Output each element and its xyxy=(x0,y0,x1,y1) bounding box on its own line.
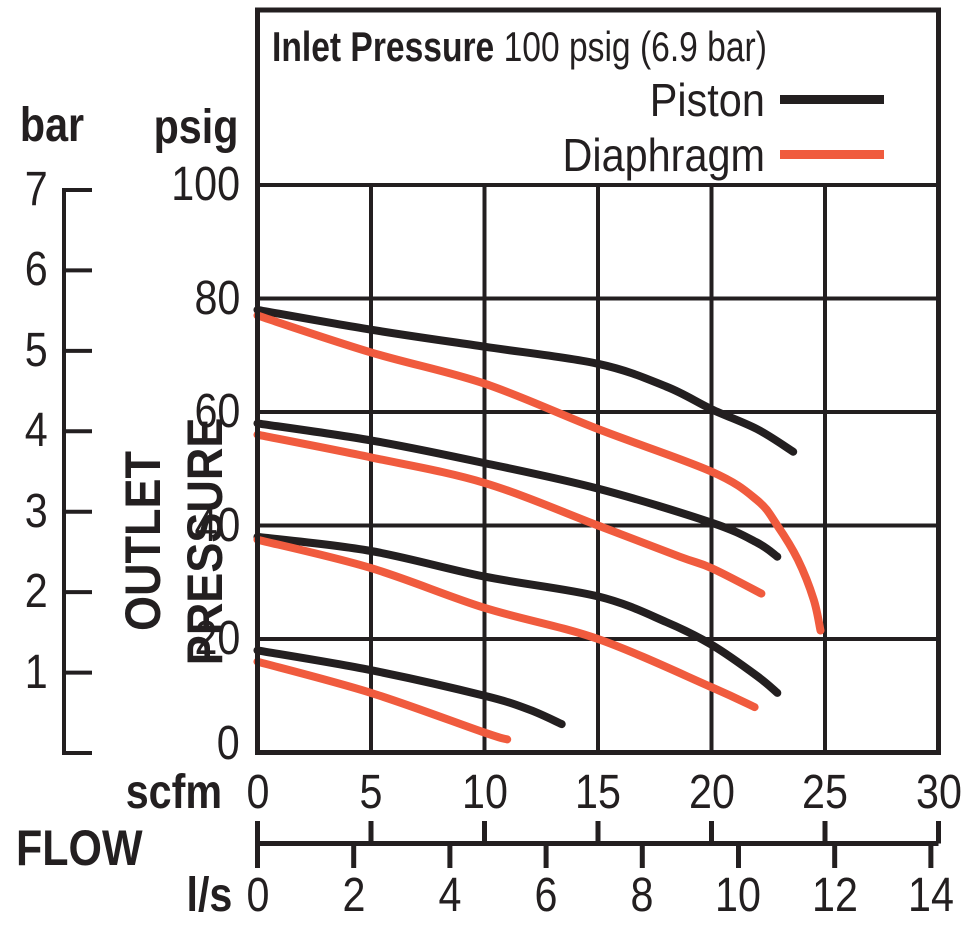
piston-curve-3 xyxy=(253,646,566,729)
legend-title-rest: 100 psig (6.9 bar) xyxy=(494,23,767,70)
diaphragm-line-swatch-icon xyxy=(780,150,884,159)
bar-tick-label: 5 xyxy=(25,323,48,377)
piston-curve-1 xyxy=(253,419,782,561)
diaphragm-curve-0 xyxy=(253,311,825,635)
diaphragm-curve-1 xyxy=(253,430,766,598)
legend-title: Inlet Pressure 100 psig (6.9 bar) xyxy=(272,26,767,68)
psig-tick-label: 100 xyxy=(171,158,240,211)
piston-curve-2 xyxy=(253,532,782,697)
bar-tick-label: 7 xyxy=(25,163,48,216)
psig-tick-label: 0 xyxy=(217,717,240,770)
ls-tick-label: 2 xyxy=(342,869,366,922)
psig-axis-unit: psig xyxy=(153,101,239,154)
diaphragm-curve-2 xyxy=(253,535,759,712)
chart-border xyxy=(255,7,941,755)
ls-axis-unit: l/s xyxy=(186,869,232,922)
diaphragm-curve-3 xyxy=(253,657,512,744)
scfm-tick-label: 10 xyxy=(461,766,508,819)
y-axis-title: OUTLET PRESSURE xyxy=(115,417,233,665)
bar-tick-label: 1 xyxy=(25,645,48,699)
ls-tick-label: 14 xyxy=(907,869,954,922)
bar-tick-label: 4 xyxy=(25,404,48,458)
ls-tick-label: 0 xyxy=(246,869,269,922)
legend-label-piston: Piston xyxy=(649,74,765,126)
ls-tick-label: 12 xyxy=(811,869,858,922)
scfm-tick-label: 20 xyxy=(688,766,735,819)
scfm-tick-label: 5 xyxy=(359,766,383,819)
scfm-axis-unit: scfm xyxy=(125,766,222,819)
legend-title-bold: Inlet Pressure xyxy=(272,23,495,70)
psig-tick-label: 40 xyxy=(194,498,240,552)
piston-line-swatch-icon xyxy=(780,95,884,104)
scfm-tick-label: 25 xyxy=(802,766,848,819)
scfm-tick-label: 30 xyxy=(915,766,962,819)
ls-tick-label: 8 xyxy=(630,869,654,922)
bar-tick-label: 6 xyxy=(25,243,48,297)
psig-tick-label: 20 xyxy=(194,612,240,665)
legend-label-diaphragm: Diaphragm xyxy=(562,129,766,181)
psig-tick-label: 80 xyxy=(194,271,240,325)
ls-tick-label: 6 xyxy=(534,869,558,922)
scfm-tick-label: 15 xyxy=(575,766,621,819)
scfm-tick-label: 0 xyxy=(246,766,269,819)
ls-tick-label: 4 xyxy=(438,869,462,922)
ls-tick-label: 10 xyxy=(715,869,762,922)
bar-axis-unit: bar xyxy=(19,99,85,152)
x-axis-title: FLOW xyxy=(16,820,143,876)
psig-tick-label: 60 xyxy=(194,385,240,438)
bar-tick-label: 2 xyxy=(25,565,48,619)
piston-curve-0 xyxy=(253,305,798,456)
bar-tick-label: 3 xyxy=(25,484,48,538)
